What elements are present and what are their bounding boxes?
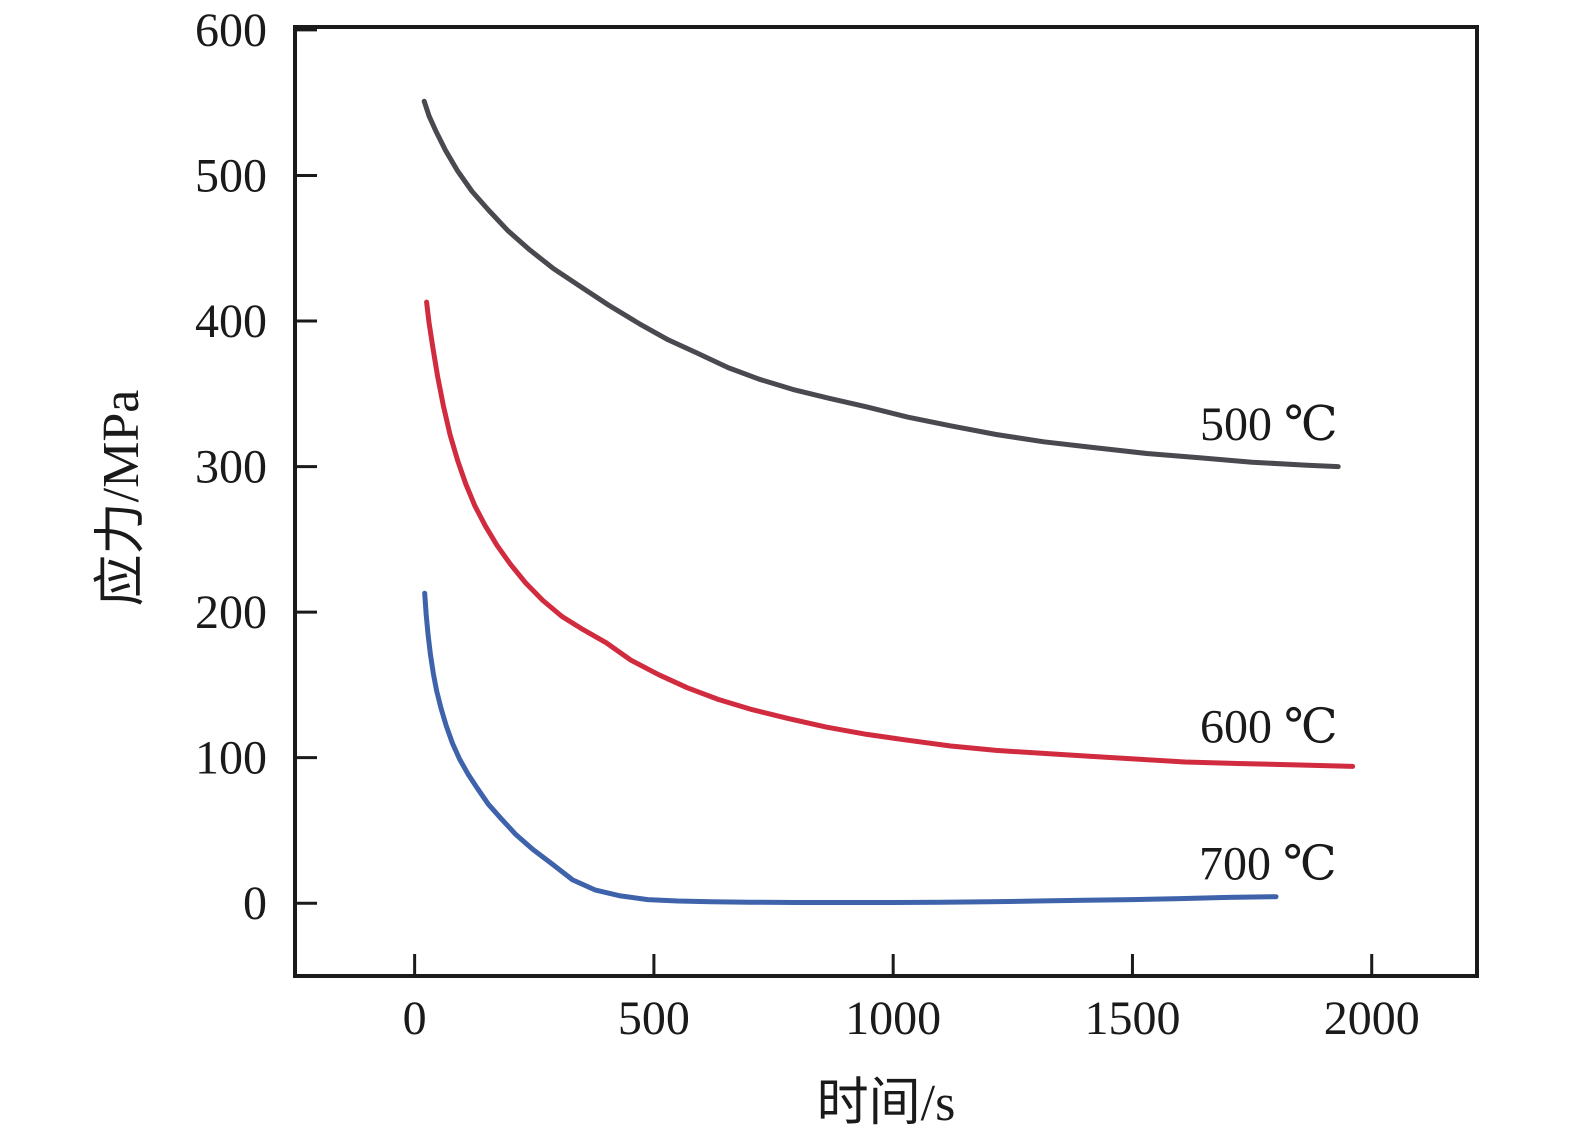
series-line-600C: [424, 299, 1356, 769]
curve-labels: 500 ℃ 600 ℃ 700 ℃: [1199, 398, 1338, 891]
x-tick-label: 1000: [845, 992, 941, 1045]
series-line-700C: [422, 590, 1279, 905]
y-tick-label: 100: [195, 732, 267, 785]
plot-border: [293, 25, 1479, 978]
y-tick-label: 0: [243, 877, 267, 930]
curve-label: 700 ℃: [1199, 837, 1337, 890]
curve-label: 500 ℃: [1200, 398, 1338, 451]
series-line-500C: [421, 98, 1341, 470]
y-tick-label: 500: [195, 149, 267, 202]
x-axis-title: 时间/s: [817, 1075, 956, 1132]
plot-frame: [293, 25, 1479, 978]
x-tick-label: 500: [618, 992, 690, 1045]
curve-label: 600 ℃: [1200, 701, 1338, 754]
axis-ticks: 0 500 1000 1500 2000 0 100 200 300 400 500 600: [195, 4, 1420, 1045]
series-curves: [421, 98, 1356, 905]
x-tick-label: 2000: [1324, 992, 1420, 1045]
y-tick-label: 600: [195, 4, 267, 57]
x-tick-label: 0: [403, 992, 427, 1045]
y-tick-label: 300: [195, 441, 267, 494]
y-tick-label: 200: [195, 586, 267, 639]
x-tick-label: 1500: [1084, 992, 1180, 1045]
y-tick-label: 400: [195, 295, 267, 348]
y-axis-title: 应力/MPa: [93, 390, 150, 607]
